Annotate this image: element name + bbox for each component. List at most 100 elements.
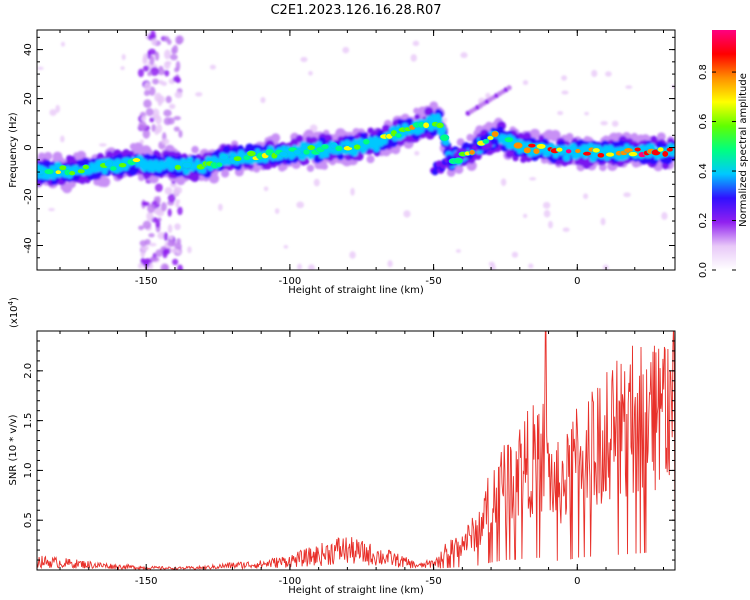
colorbar-tick-label: 0.4 <box>698 163 709 179</box>
heatmap-cell <box>174 91 183 99</box>
heatmap-cell <box>167 240 177 247</box>
y-tick-label: -40 <box>23 237 34 253</box>
heatmap-cell <box>561 75 568 81</box>
x-tick-label: -100 <box>279 276 302 287</box>
heatmap-cell <box>506 85 512 91</box>
heatmap-cell <box>163 61 171 70</box>
heatmap-cell <box>611 120 619 127</box>
heatmap-cell <box>412 40 420 47</box>
spectrogram-ylabel: Frequency (Hz) <box>8 112 19 188</box>
colorbar: 0.0 0.2 0.4 0.6 0.8 Normalized spectral ampl… <box>698 30 749 278</box>
figure-title: C2E1.2023.126.16.28.R07 <box>270 3 441 18</box>
heatmap-cell <box>150 30 156 40</box>
heatmap-cell <box>279 151 288 158</box>
heatmap-cell <box>82 164 90 170</box>
heatmap-cell <box>147 71 152 77</box>
heatmap-cell <box>137 68 145 78</box>
heatmap-cell <box>177 264 183 270</box>
heatmap-cell <box>550 129 561 141</box>
heatmap-cell <box>140 115 147 122</box>
heatmap-cell <box>522 213 528 218</box>
heatmap-cell <box>156 196 161 205</box>
y-tick-label: 20 <box>23 92 34 105</box>
spectrogram-frame <box>36 29 676 271</box>
heatmap-cell <box>414 114 421 120</box>
heatmap-cell <box>468 149 476 156</box>
heatmap-cell <box>663 155 673 165</box>
colorbar-tick-label: 0.2 <box>698 213 709 229</box>
heatmap-cell <box>500 178 507 186</box>
heatmap-cell <box>543 209 551 218</box>
heatmap-cell <box>522 80 529 86</box>
y-tick-label: 0 <box>23 144 34 150</box>
heatmap-cell <box>260 96 266 104</box>
heatmap-cell <box>488 261 495 266</box>
spectrogram-marks <box>37 30 675 270</box>
heatmap-cell <box>168 235 174 240</box>
snr-multiplier: (x104) <box>7 297 20 328</box>
heatmap-cell <box>656 132 666 142</box>
heatmap-cell <box>142 128 151 139</box>
heatmap-cell <box>309 124 318 133</box>
y-tick-label: 1.0 <box>23 462 34 478</box>
heatmap-cell <box>121 54 126 61</box>
heatmap-cell <box>633 146 642 152</box>
heatmap-cell <box>373 145 380 153</box>
heatmap-cell <box>167 208 172 217</box>
heatmap-cell <box>162 249 168 259</box>
heatmap-cell <box>511 251 519 258</box>
heatmap-cell <box>150 67 160 76</box>
spectrogram-blobs <box>37 30 675 270</box>
heatmap-cell <box>535 143 547 150</box>
x-tick-label: -150 <box>135 576 158 587</box>
heatmap-cell <box>173 115 181 121</box>
heatmap-cell <box>592 147 601 154</box>
heatmap-cell <box>657 146 665 153</box>
heatmap-cell <box>143 99 152 108</box>
heatmap-cell <box>172 258 179 266</box>
heatmap-cell <box>149 55 155 66</box>
heatmap-cell <box>166 39 172 45</box>
heatmap-cell <box>187 246 192 254</box>
heatmap-cell <box>164 49 171 60</box>
heatmap-cell <box>574 148 582 154</box>
heatmap-cell <box>141 258 151 267</box>
heatmap-cell <box>209 64 216 70</box>
heatmap-cell <box>600 120 608 126</box>
heatmap-cell <box>142 55 148 65</box>
heatmap-cell <box>565 133 574 141</box>
heatmap-cell <box>605 151 615 158</box>
heatmap-cell <box>120 66 125 70</box>
heatmap-cell <box>528 263 534 269</box>
heatmap-cell <box>486 135 494 141</box>
heatmap-cell <box>523 146 532 154</box>
heatmap-cell <box>173 126 180 132</box>
heatmap-cell <box>154 51 160 61</box>
heatmap-cell <box>157 97 163 107</box>
heatmap-cell <box>220 169 230 178</box>
heatmap-cell <box>308 70 313 76</box>
colorbar-fill <box>712 30 736 270</box>
heatmap-cell <box>37 66 44 70</box>
heatmap-cell <box>194 158 201 165</box>
heatmap-cell <box>170 54 178 61</box>
heatmap-cell <box>158 79 164 85</box>
heatmap-cell <box>146 211 154 222</box>
heatmap-cell <box>334 145 343 152</box>
heatmap-cell <box>600 217 606 226</box>
heatmap-cell <box>144 81 151 92</box>
heatmap-cell <box>138 225 144 231</box>
heatmap-cell <box>435 122 445 129</box>
heatmap-cell <box>160 202 167 212</box>
spectrogram-xlabel: Height of straight line (km) <box>288 285 424 296</box>
heatmap-cell <box>149 117 155 123</box>
heatmap-cell <box>425 115 433 123</box>
snr-series-line <box>37 331 675 570</box>
heatmap-cell <box>596 152 605 159</box>
heatmap-cell <box>599 163 607 172</box>
heatmap-cell <box>142 220 152 230</box>
y-tick-label: 40 <box>23 43 34 56</box>
heatmap-cell <box>410 54 417 62</box>
x-tick-label: 0 <box>574 276 580 287</box>
heatmap-cell <box>308 264 315 270</box>
